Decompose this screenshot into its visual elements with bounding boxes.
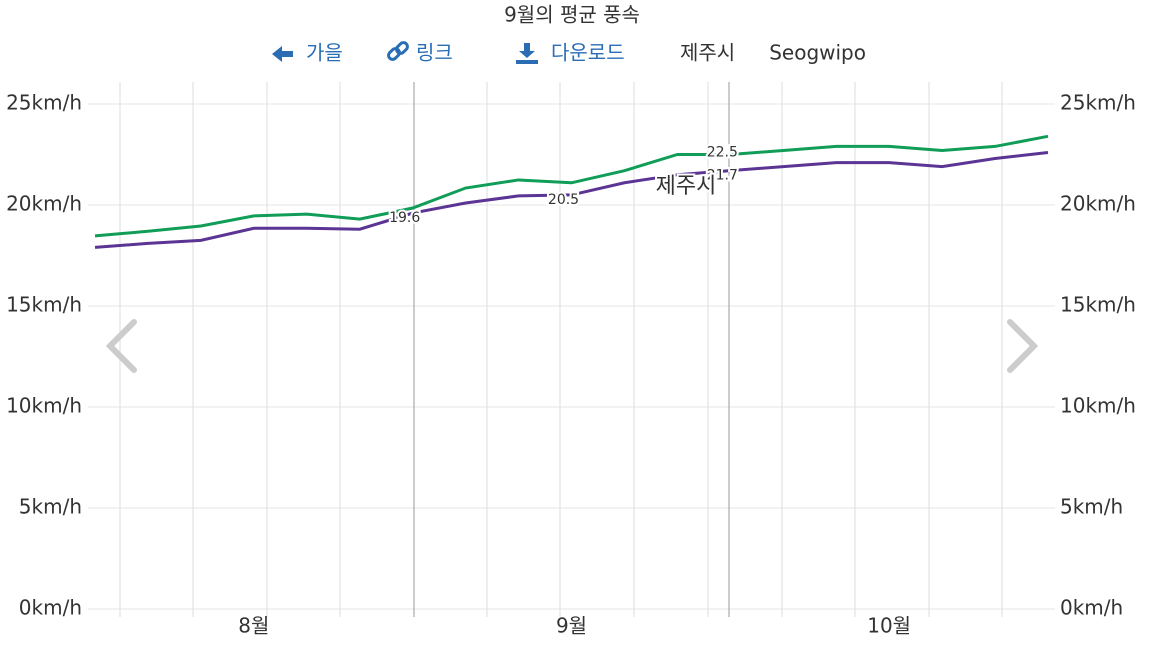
- x-tick-label[interactable]: 8월: [238, 614, 269, 638]
- back-icon[interactable]: [272, 46, 293, 62]
- link-icon[interactable]: [387, 41, 409, 61]
- y2-tick-label: 0km/h: [1060, 596, 1123, 620]
- legend-entry[interactable]: 제주시: [680, 41, 735, 65]
- y-tick-label: 10km/h: [6, 394, 82, 418]
- x-tick-label: 9월: [556, 614, 587, 638]
- y-tick-label: 20km/h: [6, 192, 82, 216]
- series-line: [94, 134, 1049, 238]
- link-button[interactable]: 링크: [416, 41, 453, 65]
- series-label: 제주시: [656, 174, 717, 199]
- download-icon[interactable]: [516, 43, 538, 64]
- x-tick-label[interactable]: 10월: [867, 614, 911, 638]
- chart-title: 9월의 평균 풍속: [504, 3, 640, 27]
- y2-tick-label: 10km/h: [1060, 394, 1136, 418]
- y-tick-label: 0km/h: [19, 596, 82, 620]
- y-tick-label: 5km/h: [19, 495, 82, 519]
- data-label: 22.5: [707, 145, 738, 161]
- y2-tick-label: 25km/h: [1060, 91, 1136, 115]
- data-label: 19.6: [389, 210, 420, 226]
- legend-entry[interactable]: Seogwipo: [769, 41, 866, 65]
- series-line: [94, 150, 1049, 249]
- toolbar: 가을 링크 다운로드: [272, 41, 625, 65]
- next-arrow[interactable]: [1007, 319, 1039, 373]
- y-tick-label: 25km/h: [6, 91, 82, 115]
- y2-tick-label: 15km/h: [1060, 293, 1136, 317]
- prev-arrow[interactable]: [105, 319, 137, 373]
- download-button[interactable]: 다운로드: [551, 41, 625, 65]
- data-label: 20.5: [548, 192, 579, 208]
- y-tick-label: 15km/h: [6, 293, 82, 317]
- y2-tick-label: 20km/h: [1060, 192, 1136, 216]
- y2-tick-label: 5km/h: [1060, 495, 1123, 519]
- back-button[interactable]: 가을: [306, 41, 343, 65]
- data-label: 21.7: [707, 168, 738, 184]
